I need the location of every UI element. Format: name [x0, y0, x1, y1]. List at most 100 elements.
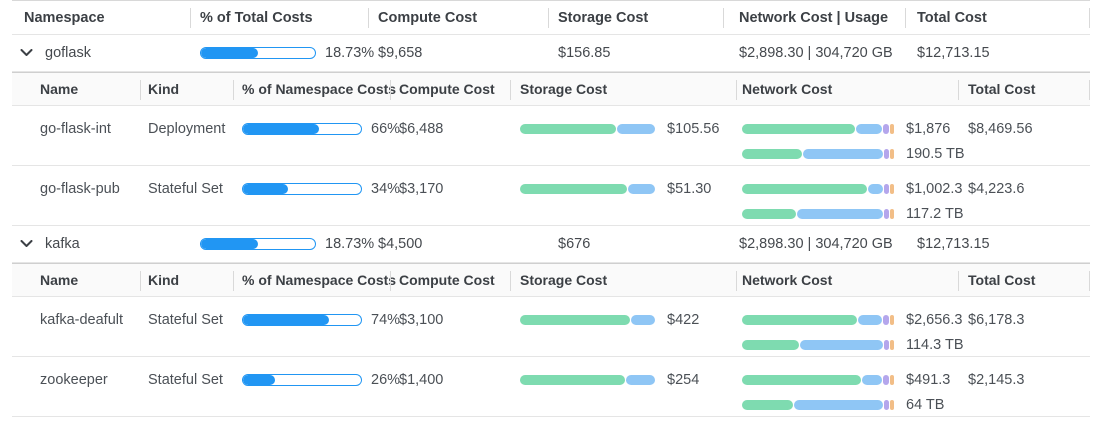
header-namespace: Namespace [24, 9, 105, 26]
namespace-cell: goflask [12, 45, 190, 61]
total-cost-value: $12,713.15 [917, 45, 990, 61]
network-bar-segment-purple [884, 209, 889, 219]
network-usage-value: 190.5 TB [906, 146, 965, 162]
storage-cost-value: $676 [558, 236, 591, 252]
total-cost-value: $8,469.56 [968, 121, 1033, 137]
total-cost-value: $12,713.15 [917, 236, 990, 252]
network-bar-segment-green [742, 375, 862, 385]
network-cost-cell: $1,876 190.5 TB [736, 119, 965, 169]
network-usage-value: 114.3 TB [906, 337, 964, 353]
namespace-name: kafka [45, 236, 80, 252]
network-bar-segment-purple [884, 184, 889, 194]
storage-cost-value: $156.85 [558, 45, 611, 61]
compute-cost-value: $4,500 [378, 236, 423, 252]
pct-namespace-bar [242, 314, 362, 326]
network-cost-value: $2,656.3 [906, 312, 963, 328]
network-bar-segment-purple [882, 124, 889, 134]
storage-bar-segment-blue [625, 375, 655, 385]
workload-row-go-flask-int: go-flask-int Deployment 66% $6,488 $105.… [12, 106, 1090, 166]
network-bar-segment-orange [889, 400, 894, 410]
workload-kind: Stateful Set [148, 372, 223, 388]
network-bar-segment-orange [889, 340, 894, 350]
network-bar-segment-blue [857, 315, 882, 325]
pct-namespace-value: 74% [371, 312, 401, 328]
pct-namespace-cell: 34% [233, 179, 400, 199]
network-bar-segment-green [742, 184, 868, 194]
namespace-name: goflask [45, 45, 91, 61]
pct-namespace-value: 34% [371, 181, 401, 197]
network-cost-bar [742, 184, 894, 194]
network-bar-segment-green [742, 209, 796, 219]
pct-total-bar [200, 238, 316, 250]
header-pct-total-costs: % of Total Costs [190, 1, 368, 34]
network-bar-segment-blue [796, 209, 884, 219]
total-cost-value: $4,223.6 [968, 181, 1025, 197]
header-storage-cost: Storage Cost [548, 1, 723, 34]
network-usage-line: 114.3 TB [742, 335, 964, 355]
table-header-row: Namespace % of Total Costs Compute Cost … [12, 1, 1090, 35]
network-bar-segment-green [742, 315, 857, 325]
storage-cost-bar [520, 124, 655, 134]
network-bar-segment-purple [884, 149, 889, 159]
total-cost-value: $2,145.3 [968, 372, 1025, 388]
header-pct-namespace-costs: % of Namespace Costs [233, 264, 396, 296]
header-network-cost: Network Cost [736, 264, 958, 296]
storage-bar-segment-green [520, 315, 630, 325]
storage-cost-bar [520, 375, 655, 385]
header-total-cost: Total Cost [958, 73, 1090, 105]
storage-cost-value: $254 [667, 372, 700, 388]
network-bar-segment-orange [889, 375, 894, 385]
network-cost-cell: $1,002.3 117.2 TB [736, 179, 964, 229]
network-bar-segment-orange [889, 149, 894, 159]
header-network-cost: Network Cost [736, 73, 958, 105]
workload-name: go-flask-int [40, 121, 111, 137]
header-kind: Kind [140, 73, 233, 105]
storage-cost-bar [520, 315, 655, 325]
pct-total-value: 18.73% [325, 45, 375, 61]
pct-namespace-bar [242, 183, 362, 195]
network-bar-segment-blue [856, 124, 882, 134]
chevron-down-icon[interactable] [20, 240, 33, 248]
storage-cost-value: $51.30 [667, 181, 712, 197]
chevron-down-icon[interactable] [20, 49, 33, 57]
pct-namespace-value: 26% [371, 372, 401, 388]
pct-total-cell: 18.73% [190, 236, 374, 252]
header-name: Name [40, 81, 79, 97]
storage-cost-value: $105.56 [667, 121, 720, 137]
storage-bar-segment-blue [630, 315, 655, 325]
pct-total-bar [200, 47, 316, 59]
storage-cost-cell: $51.30 [510, 179, 736, 199]
namespace-row-goflask[interactable]: goflask 18.73% $9,658 $156.85 $2,898.30 … [12, 35, 1090, 72]
network-usage-bar [742, 149, 894, 159]
network-cost-value: $491.3 [906, 372, 951, 388]
workload-kind: Deployment [148, 121, 226, 137]
network-bar-segment-purple [884, 400, 889, 410]
pct-namespace-bar [242, 374, 362, 386]
storage-bar-segment-blue [617, 124, 655, 134]
header-total-cost: Total Cost [958, 264, 1090, 296]
network-bar-segment-blue [793, 400, 884, 410]
namespace-row-kafka[interactable]: kafka 18.73% $4,500 $676 $2,898.30 | 304… [12, 226, 1090, 263]
workload-row-kafka-deafult: kafka-deafult Stateful Set 74% $3,100 $4… [12, 297, 1090, 357]
workload-header-row: Name Kind % of Namespace Costs Compute C… [12, 263, 1090, 297]
network-bar-segment-green [742, 340, 799, 350]
storage-cost-value: $422 [667, 312, 700, 328]
network-bar-segment-green [742, 149, 802, 159]
compute-cost-value: $6,488 [399, 121, 444, 137]
header-total-cost: Total Cost [905, 1, 1090, 34]
header-storage-cost: Storage Cost [510, 73, 736, 105]
network-usage-line: 64 TB [742, 395, 958, 415]
compute-cost-value: $3,100 [399, 312, 444, 328]
workload-name: kafka-deafult [40, 312, 124, 328]
network-bar-segment-blue [799, 340, 884, 350]
pct-total-cell: 18.73% [190, 45, 374, 61]
workload-row-go-flask-pub: go-flask-pub Stateful Set 34% $3,170 $51… [12, 166, 1090, 226]
network-bar-segment-orange [889, 184, 894, 194]
storage-bar-segment-green [520, 124, 617, 134]
network-cost-line: $1,876 [742, 119, 958, 139]
cost-table: Namespace % of Total Costs Compute Cost … [12, 0, 1090, 417]
pct-namespace-cell: 74% [233, 310, 400, 330]
network-cost-value: $1,876 [906, 121, 951, 137]
header-network-cost-usage: Network Cost | Usage [723, 1, 905, 34]
header-kind: Kind [140, 264, 233, 296]
